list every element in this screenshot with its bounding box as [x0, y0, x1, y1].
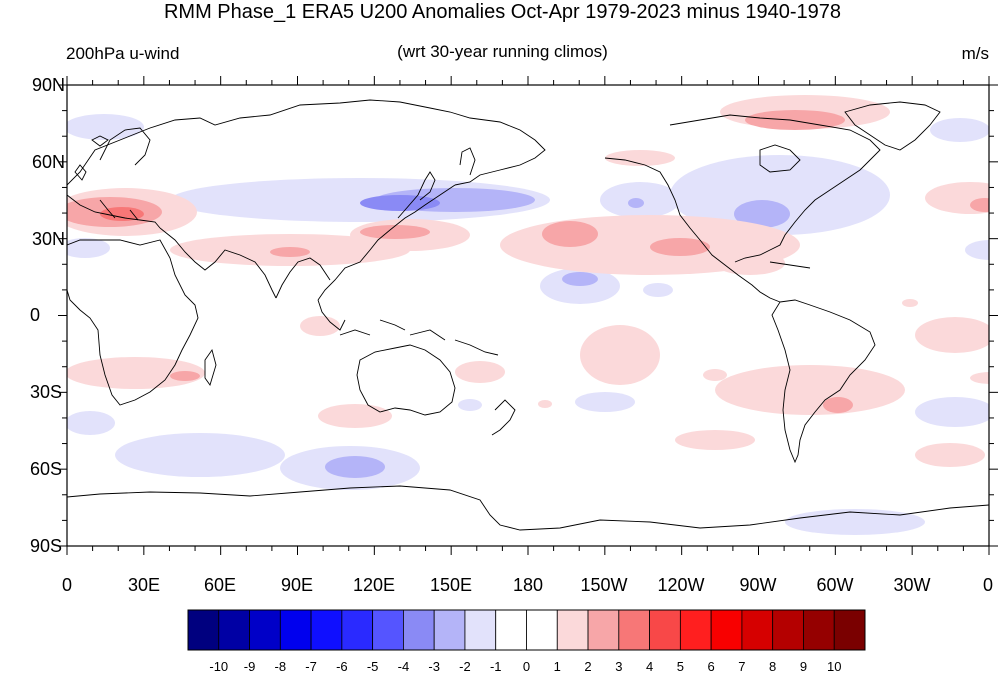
x-tick-label: 90E — [280, 575, 314, 595]
units-label: m/s — [961, 44, 989, 63]
x-tick-label: 60W — [816, 575, 854, 595]
colorbar-swatch — [372, 609, 404, 651]
colorbar-label: -2 — [459, 659, 471, 674]
colorbar-swatch — [187, 609, 220, 651]
colorbar-label: 10 — [826, 659, 842, 674]
x-tick-label: 30W — [893, 575, 931, 595]
colorbar-label: 2 — [584, 659, 592, 674]
x-tick-label: 90W — [739, 575, 777, 595]
colorbar-swatch — [464, 609, 497, 651]
colorbar-label: -6 — [336, 659, 348, 674]
colorbar-swatch — [710, 609, 743, 651]
colorbar-label: 9 — [799, 659, 808, 674]
climatology-note: (wrt 30-year running climos) — [397, 42, 608, 61]
colorbar-swatch — [772, 609, 804, 651]
x-tick-label: 120E — [352, 575, 396, 595]
y-tick-label: 60N — [31, 152, 65, 172]
colorbar-swatch — [249, 609, 281, 651]
colorbar-label: -10 — [209, 659, 229, 674]
map-title: RMM Phase_1 ERA5 U200 Anomalies Oct-Apr … — [163, 1, 842, 23]
colorbar-label: -3 — [428, 659, 440, 674]
colorbar-swatch — [310, 609, 343, 651]
colorbar-label: 7 — [738, 659, 746, 674]
x-tick-label: 120W — [657, 575, 705, 595]
colorbar-label: -1 — [489, 659, 502, 674]
colorbar-swatch — [833, 609, 866, 651]
colorbar-label: 1 — [553, 659, 561, 674]
colorbar-swatch — [526, 609, 558, 651]
colorbar-swatch — [679, 609, 712, 651]
y-tick-label: 30N — [31, 229, 65, 249]
colorbar — [187, 609, 866, 651]
colorbar-frame — [187, 609, 866, 651]
y-tick-label: 60S — [29, 459, 62, 479]
colorbar-swatch — [587, 609, 620, 651]
coastlines — [67, 99, 989, 531]
x-tick-label: 60E — [203, 575, 237, 595]
variable-label: 200hPa u-wind — [66, 44, 180, 63]
x-tick-label: 150W — [580, 575, 628, 595]
y-tick-label: 30S — [29, 382, 62, 402]
x-tick-label: 150E — [429, 575, 473, 595]
colorbar-label: 5 — [676, 659, 684, 674]
colorbar-swatch — [618, 609, 650, 651]
axis-ticks — [58, 76, 998, 555]
x-tick-label: 0 — [61, 575, 72, 595]
positive-anomalies — [67, 95, 989, 467]
colorbar-swatch — [218, 609, 250, 651]
colorbar-swatch — [741, 609, 774, 651]
colorbar-label: 6 — [707, 659, 715, 674]
colorbar-label: 4 — [645, 659, 654, 674]
x-tick-label: 0 — [982, 575, 993, 595]
x-tick-label: 180 — [512, 575, 544, 595]
colorbar-swatch — [341, 609, 374, 651]
y-tick-label: 90S — [29, 536, 62, 556]
colorbar-label: -5 — [366, 659, 379, 674]
colorbar-swatch — [279, 609, 312, 651]
y-tick-label: 0 — [29, 305, 40, 325]
colorbar-swatch — [495, 609, 527, 651]
colorbar-label: -8 — [274, 659, 287, 674]
colorbar-label: -9 — [243, 659, 256, 674]
colorbar-label: 0 — [522, 659, 531, 674]
colorbar-label: -4 — [397, 659, 410, 674]
colorbar-swatch — [556, 609, 589, 651]
colorbar-swatch — [803, 609, 835, 651]
x-tick-label: 30E — [127, 575, 161, 595]
negative-anomalies — [67, 114, 989, 535]
y-tick-label: 90N — [31, 75, 65, 95]
colorbar-label: -7 — [305, 659, 317, 674]
colorbar-swatch — [433, 609, 466, 651]
colorbar-swatch — [649, 609, 681, 651]
colorbar-label: 8 — [769, 659, 777, 674]
anomaly-field — [67, 95, 989, 535]
colorbar-swatch — [403, 609, 435, 651]
colorbar-label: 3 — [615, 659, 623, 674]
